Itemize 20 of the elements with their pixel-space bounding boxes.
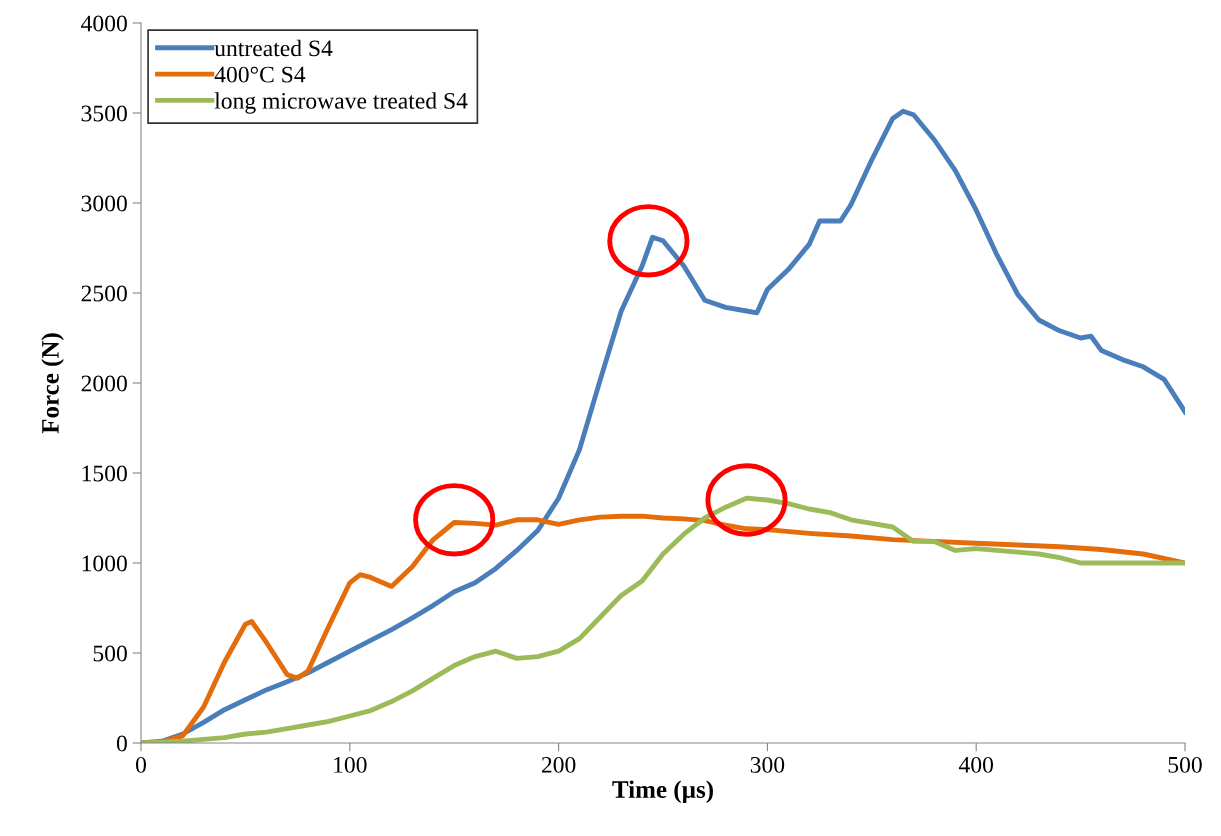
y-tick-label: 3500: [81, 105, 127, 122]
y-tick-label: 2500: [81, 285, 127, 302]
y-tick-label: 0: [116, 735, 127, 752]
y-tick-label: 3000: [81, 195, 127, 212]
x-tick-label: 200: [541, 756, 576, 773]
legend-label: untreated S4: [214, 39, 333, 57]
x-tick-label: 300: [750, 756, 785, 773]
x-tick-label: 500: [1168, 756, 1202, 773]
y-tick-label: 500: [93, 645, 127, 662]
legend-label: 400°C S4: [214, 66, 306, 83]
x-tick-label: 400: [958, 756, 994, 773]
y-tick-label: 4000: [81, 15, 127, 32]
y-tick-label: 2000: [81, 375, 127, 392]
x-tick-label: 100: [334, 756, 367, 773]
y-axis-title: Force (N): [41, 333, 64, 434]
y-tick-label: 1500: [82, 465, 127, 482]
x-axis-title: Time (µs): [612, 780, 713, 804]
y-tick-label: 1000: [82, 555, 127, 572]
legend-label: long microwave treated S4: [214, 92, 468, 114]
x-tick-label: 0: [136, 756, 146, 773]
